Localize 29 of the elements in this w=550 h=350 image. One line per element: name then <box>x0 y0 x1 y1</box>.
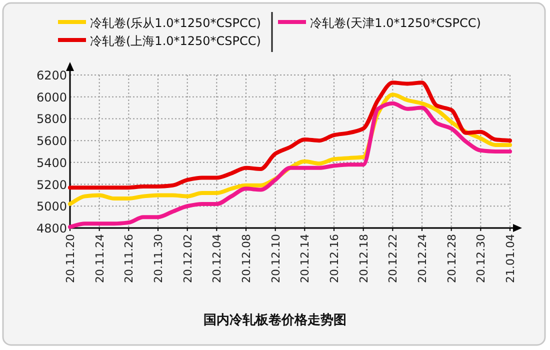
x-tick-label: 20.12.22 <box>386 234 400 283</box>
x-tick-label: 20.12.30 <box>474 234 488 283</box>
x-tick-label: 20.12.14 <box>298 234 312 283</box>
x-tick-label: 20.12.08 <box>240 234 253 283</box>
x-tick-label: 20.11.24 <box>93 234 106 283</box>
y-tick-label: 5400 <box>36 156 67 170</box>
x-tick-label: 20.12.04 <box>210 234 224 283</box>
x-tick-label: 20.12.10 <box>269 234 282 283</box>
x-tick-label: 20.12.24 <box>416 234 429 283</box>
y-tick-label: 5600 <box>36 134 67 148</box>
x-tick-label: 20.12.28 <box>445 234 458 283</box>
y-tick-label: 5000 <box>36 200 67 214</box>
line-series <box>68 80 512 190</box>
x-tick-label: 20.11.26 <box>122 234 136 283</box>
x-tick-label: 21.01.04 <box>504 234 517 283</box>
y-tick-label: 4800 <box>36 222 67 236</box>
legend-label: 冷轧卷(上海1.0*1250*CSPCC) <box>90 34 261 48</box>
y-tick-label: 5800 <box>36 112 67 126</box>
y-tick-label: 6000 <box>36 90 67 104</box>
legend-label: 冷轧卷(天津1.0*1250*CSPCC) <box>310 16 481 30</box>
y-tick-label: 5200 <box>36 178 67 192</box>
y-tick-label: 6200 <box>36 68 67 82</box>
x-tick-label: 20.11.20 <box>64 234 77 283</box>
x-tick-label: 20.12.16 <box>328 234 341 283</box>
x-tick-label: 20.12.02 <box>181 234 194 283</box>
legend-label: 冷轧卷(乐从1.0*1250*CSPCC) <box>90 16 261 30</box>
text: 国内冷轧板卷价格走势图 <box>204 312 346 328</box>
x-tick-label: 20.11.30 <box>152 234 165 283</box>
x-tick-label: 20.12.18 <box>357 234 370 283</box>
